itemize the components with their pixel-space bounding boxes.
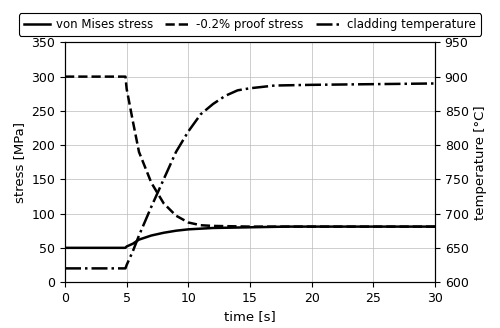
Y-axis label: temperature [°C]: temperature [°C]	[474, 105, 488, 219]
Legend: von Mises stress, -0.2% proof stress, cladding temperature: von Mises stress, -0.2% proof stress, cl…	[19, 13, 481, 36]
Y-axis label: stress [MPa]: stress [MPa]	[13, 122, 26, 203]
X-axis label: time [s]: time [s]	[224, 310, 276, 323]
